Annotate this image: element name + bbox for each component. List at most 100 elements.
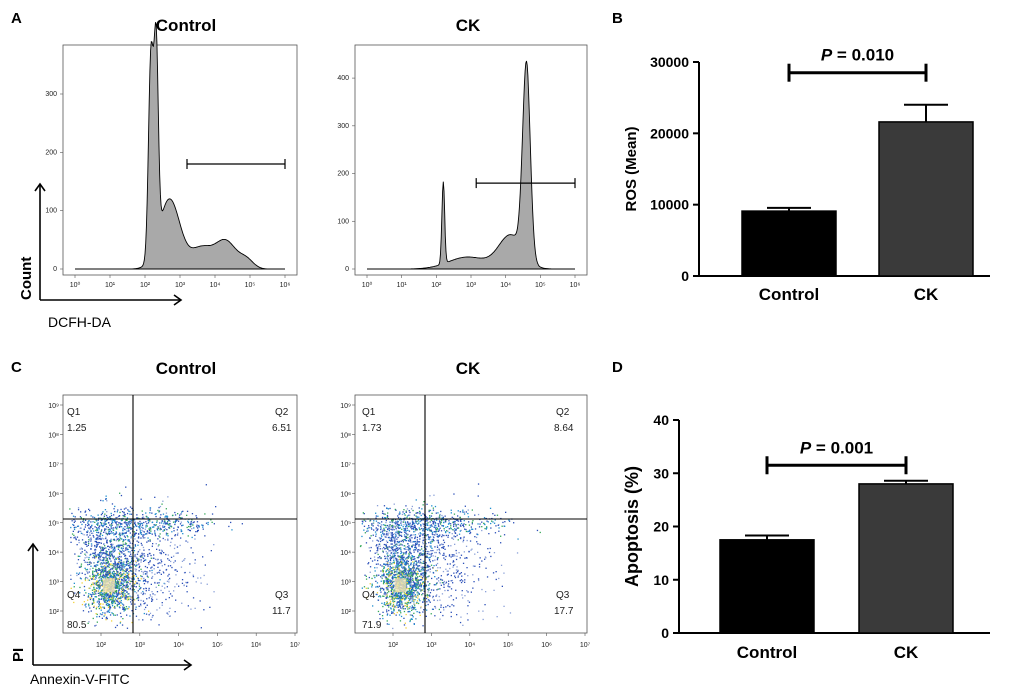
scatter-control-q4-value: 80.5: [67, 620, 87, 631]
scatter-ck-q3-value: 17.7: [554, 606, 574, 617]
scatter-x-axis-label: Annexin-V-FITC: [30, 671, 130, 687]
scatter-ck-title: CK: [456, 359, 481, 378]
scatter-y-tick: 10⁵: [340, 521, 351, 528]
histogram-y-tick: 200: [45, 149, 57, 156]
histogram-x-tick: 10¹: [397, 282, 408, 289]
histogram-y-tick: 0: [345, 266, 349, 273]
histogram-curve: [367, 60, 575, 270]
scatter-ck-q4-label: Q4: [362, 590, 376, 601]
y-tick-label: 30: [653, 465, 669, 481]
y-axis-title: ROS (Mean): [623, 126, 640, 211]
y-tick-label: 0: [681, 268, 689, 284]
scatter-y-tick: 10⁹: [48, 403, 59, 410]
y-tick-label: 40: [653, 412, 669, 428]
y-tick-label: 20: [653, 519, 669, 535]
scatter-control-q2-value: 6.51: [272, 423, 292, 434]
scatter-frame: [62, 394, 298, 634]
scatter-x-tick: 10⁷: [290, 642, 301, 649]
scatter-x-tick: 10⁷: [580, 642, 591, 649]
scatter-y-tick: 10⁷: [341, 462, 352, 469]
y-axis-title: Apoptosis (%): [622, 466, 642, 587]
histogram-x-tick: 10²: [140, 282, 151, 289]
scatter-control-title: Control: [156, 359, 216, 378]
scatter-x-tick: 10³: [426, 642, 437, 649]
histogram-x-tick: 10¹: [105, 282, 116, 289]
bar-ck: [858, 483, 954, 634]
x-category-label: Control: [737, 643, 797, 662]
bar-control: [741, 210, 837, 277]
scatter-frame: [354, 394, 588, 634]
scatter-ck-q3-label: Q3: [556, 590, 570, 601]
panel-label-d: D: [612, 359, 623, 376]
p-value-annotation: P = 0.001: [800, 438, 873, 457]
scatter-ck-q1-value: 1.73: [362, 423, 382, 434]
histogram-x-tick: 10⁶: [570, 282, 581, 289]
histogram-ck: 0 100 200 300 400 10⁰ 10¹ 10² 10³ 10⁴ 10⁵ 10⁶: [337, 44, 588, 289]
p-value-annotation: P = 0.010: [821, 46, 894, 65]
histogram-y-tick: 0: [53, 266, 57, 273]
scatter-ck-q1-label: Q1: [362, 407, 376, 418]
scatter-y-tick: 10⁸: [48, 432, 59, 439]
y-tick-label: 10: [653, 572, 669, 588]
scatter-x-tick: 10⁴: [173, 642, 184, 649]
scatter-y-tick: 10⁶: [48, 491, 59, 498]
apoptosis-bar-chart: 0 10 20 30 40 Apoptosis (%) Control CK P = 0.001: [622, 412, 990, 662]
histogram-curve: [75, 22, 285, 270]
scatter-x-tick: 10⁵: [212, 642, 223, 649]
x-category-label: CK: [914, 285, 939, 304]
x-category-label: Control: [759, 285, 819, 304]
histogram-x-tick: 10⁶: [280, 282, 291, 289]
scatter-x-tick: 10²: [388, 642, 399, 649]
histogram-y-tick: 200: [337, 171, 349, 178]
scatter-x-tick: 10⁶: [251, 642, 262, 649]
scatter-x-tick: 10⁴: [464, 642, 475, 649]
scatter-y-tick: 10⁵: [48, 521, 59, 528]
scatter-control: 10² 10³ 10⁴ 10⁵ 10⁶ 10⁷ 10⁸ 10⁹ 10² 10³ 10⁴ 10⁵ 10⁶ 1…: [48, 394, 301, 649]
scatter-axis-arrows: [27, 542, 193, 671]
histogram-y-axis-label: Count: [18, 257, 35, 300]
scatter-y-tick: 10⁸: [340, 432, 351, 439]
bar-ck: [878, 121, 974, 277]
scatter-control-q4-label: Q4: [67, 590, 81, 601]
scatter-y-tick: 10²: [49, 609, 60, 616]
scatter-x-tick: 10⁵: [503, 642, 514, 649]
scatter-dots: [69, 484, 243, 629]
histogram-x-tick: 10⁵: [245, 282, 256, 289]
panel-label-b: B: [612, 10, 623, 27]
histogram-x-tick: 10²: [431, 282, 442, 289]
histogram-y-tick: 300: [45, 91, 57, 98]
y-tick-label: 20000: [650, 125, 689, 141]
scatter-x-tick: 10²: [96, 642, 107, 649]
scatter-control-q1-value: 1.25: [67, 423, 87, 434]
histogram-x-tick: 10³: [175, 282, 186, 289]
y-tick-label: 30000: [650, 54, 689, 70]
scatter-control-q2-label: Q2: [275, 407, 289, 418]
panel-label-c: C: [11, 359, 22, 376]
scatter-y-tick: 10³: [49, 580, 60, 587]
histogram-x-tick: 10⁴: [210, 282, 221, 289]
histogram-ck-title: CK: [456, 16, 481, 35]
scatter-x-tick: 10³: [135, 642, 146, 649]
scatter-y-tick: 10³: [341, 580, 352, 587]
x-category-label: CK: [894, 643, 919, 662]
histogram-y-tick: 400: [337, 75, 349, 82]
y-tick-label: 0: [661, 625, 669, 641]
scatter-ck-q4-value: 71.9: [362, 620, 382, 631]
scatter-y-tick: 10⁶: [340, 491, 351, 498]
scatter-ck: 10² 10³ 10⁴ 10⁵ 10⁶ 10⁷ 10⁸ 10⁹ 10² 10³ 10⁴ 10⁵ 10⁶ 1…: [340, 394, 591, 649]
histogram-axis-arrows: [34, 182, 183, 306]
histogram-y-tick: 100: [45, 208, 57, 215]
histogram-y-tick: 300: [337, 123, 349, 130]
histogram-x-tick: 10⁰: [70, 281, 81, 289]
histogram-x-tick: 10⁴: [500, 282, 511, 289]
scatter-ck-q2-label: Q2: [556, 407, 570, 418]
scatter-y-tick: 10⁴: [340, 550, 351, 557]
scatter-y-tick: 10²: [341, 609, 352, 616]
scatter-control-q1-label: Q1: [67, 407, 81, 418]
scatter-dots: [359, 483, 541, 630]
panel-label-a: A: [11, 10, 22, 27]
y-tick-label: 10000: [650, 197, 689, 213]
ros-bar-chart: 0 10000 20000 30000 ROS (Mean) Control CK P = 0…: [623, 46, 990, 304]
histogram-frame: [354, 44, 588, 276]
